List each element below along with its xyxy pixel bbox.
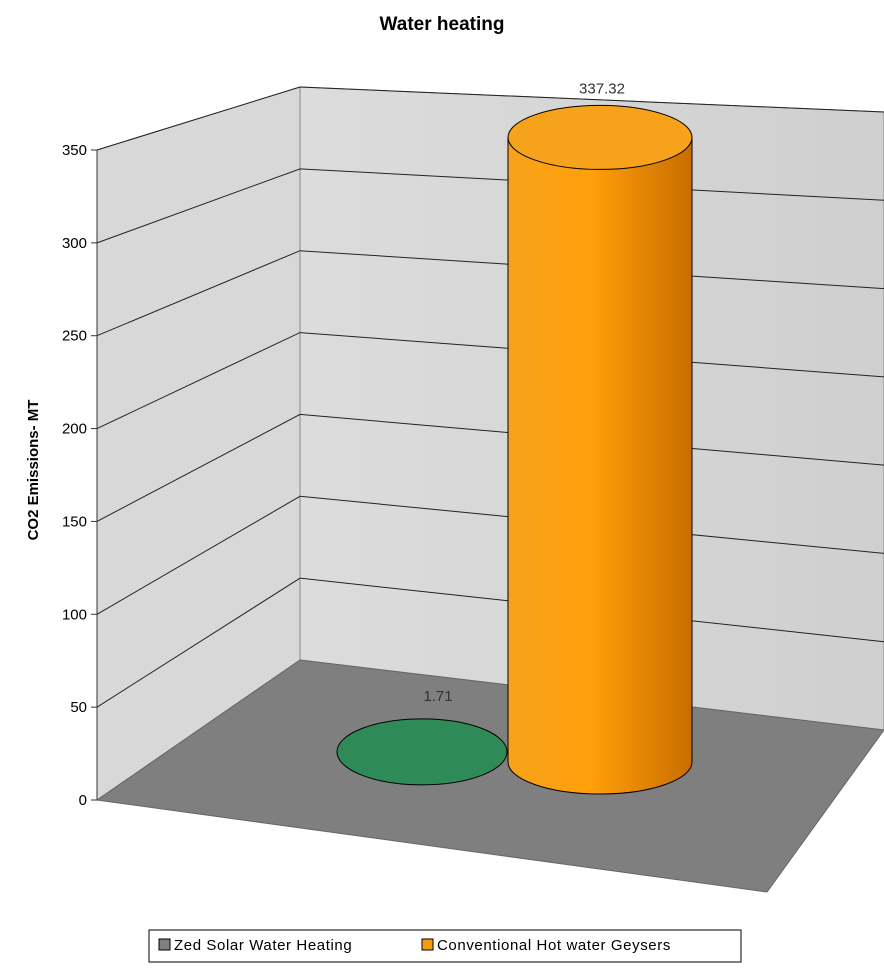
y-tick-label: 50 — [70, 699, 87, 716]
y-tick-label: 350 — [62, 142, 87, 159]
data-label: 1.71 — [423, 688, 452, 705]
y-tick-label: 250 — [62, 328, 87, 345]
data-label: 337.32 — [579, 80, 625, 97]
bars — [336, 104, 693, 795]
bar-cylinder-body — [507, 136, 693, 795]
y-tick-label: 100 — [62, 606, 87, 623]
chart-title: Water heating — [380, 14, 505, 35]
bar-cylinder-top — [507, 104, 693, 170]
y-tick-label: 200 — [62, 421, 87, 438]
data-labels: 1.71 337.32 — [423, 80, 625, 704]
y-axis-label: CO2 Emissions- MT — [25, 400, 42, 541]
bar-cylinder-top — [336, 718, 508, 786]
legend: Zed Solar Water Heating Conventional Hot… — [148, 929, 742, 963]
gridline — [96, 86, 884, 151]
legend-swatch-1 — [158, 938, 171, 951]
y-tick-label: 0 — [79, 792, 87, 809]
y-axis-ticks: 0 50 100 150 200 250 300 350 — [62, 142, 97, 809]
legend-swatch-2 — [421, 938, 434, 951]
y-tick-label: 150 — [62, 513, 87, 530]
y-tick-label: 300 — [62, 235, 87, 252]
legend-label-1: Zed Solar Water Heating — [174, 937, 352, 954]
legend-label-2: Conventional Hot water Geysers — [437, 937, 671, 954]
legend-box — [148, 929, 742, 963]
